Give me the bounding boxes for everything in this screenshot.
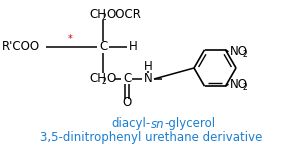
Text: 2: 2 bbox=[102, 13, 107, 21]
Text: R'COO: R'COO bbox=[2, 41, 40, 53]
Text: CH: CH bbox=[89, 7, 106, 21]
Text: 3,5-dinitrophenyl urethane derivative: 3,5-dinitrophenyl urethane derivative bbox=[40, 131, 262, 143]
Text: OOCR: OOCR bbox=[106, 7, 141, 21]
Text: N: N bbox=[144, 73, 153, 86]
Text: 2: 2 bbox=[243, 50, 247, 59]
Text: NO: NO bbox=[230, 78, 248, 91]
Text: H: H bbox=[129, 41, 137, 53]
Text: O: O bbox=[122, 97, 132, 110]
Text: 2: 2 bbox=[243, 83, 247, 92]
Text: O: O bbox=[106, 73, 115, 86]
Text: sn: sn bbox=[151, 118, 165, 131]
Text: C: C bbox=[99, 41, 107, 53]
Text: NO: NO bbox=[230, 45, 248, 58]
Text: 2: 2 bbox=[102, 77, 107, 87]
Text: -glycerol: -glycerol bbox=[164, 118, 215, 131]
Text: C: C bbox=[123, 73, 131, 86]
Text: *: * bbox=[68, 34, 73, 44]
Text: CH: CH bbox=[89, 73, 106, 86]
Text: H: H bbox=[144, 59, 153, 73]
Text: diacyl-: diacyl- bbox=[112, 118, 151, 131]
